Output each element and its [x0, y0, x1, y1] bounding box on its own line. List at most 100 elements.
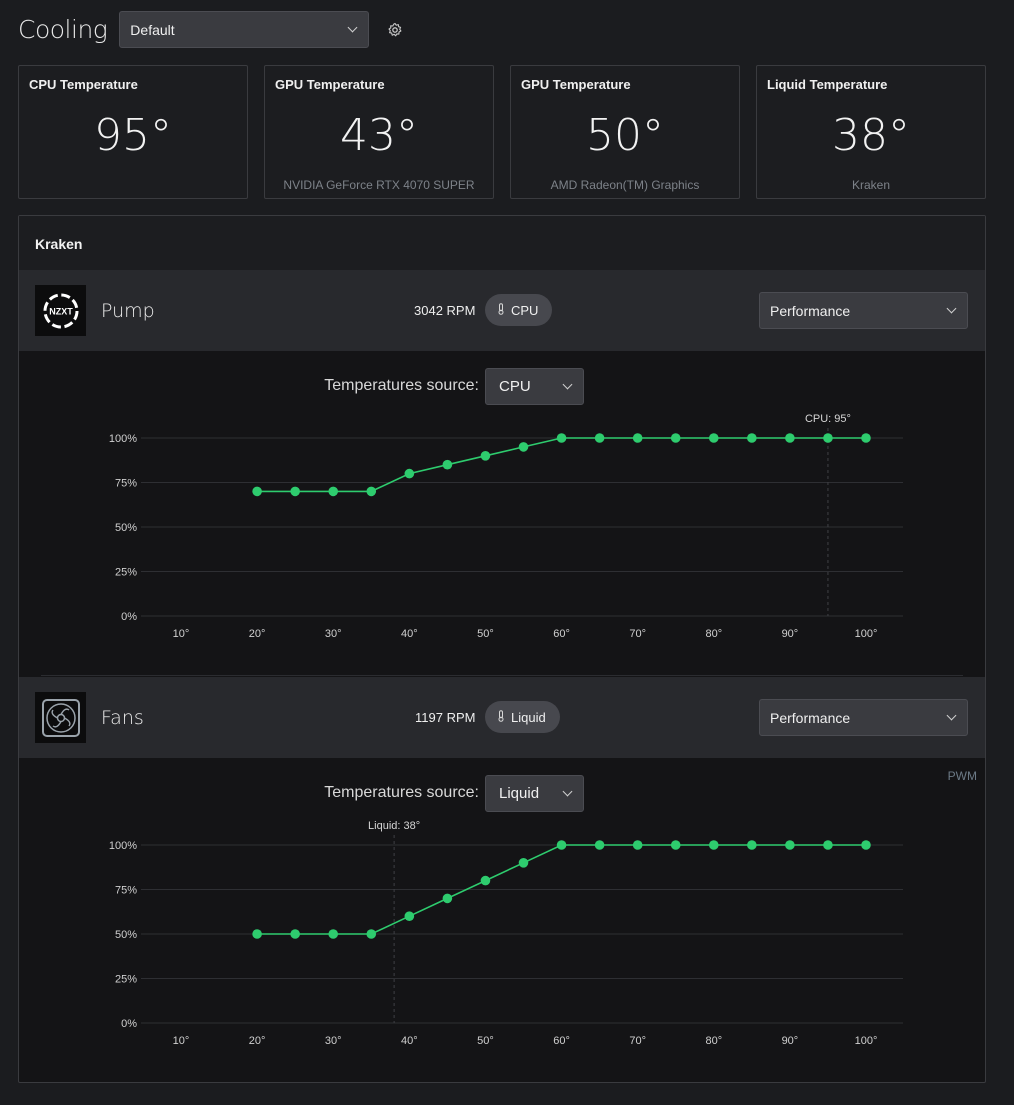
curve-point[interactable] [290, 486, 300, 497]
chevron-down-icon [347, 22, 358, 33]
curve-point[interactable] [632, 840, 643, 850]
curve-point[interactable] [861, 433, 871, 443]
card-value: 95° [94, 110, 172, 161]
mode-select-value: Performance [770, 302, 851, 319]
panel-title: Kraken [35, 236, 83, 252]
x-tick-label: 10° [173, 628, 190, 640]
x-tick-label: 70° [629, 628, 646, 640]
curve-line [257, 437, 866, 493]
card-title: GPU Temperature [275, 77, 385, 92]
page-header: Cooling Default [18, 11, 403, 48]
profile-select[interactable]: Default [119, 11, 370, 48]
temperature-card: GPU Temperature 50° AMD Radeon(TM) Graph… [510, 65, 740, 199]
fans-source-row: Temperatures source: Liquid [19, 775, 985, 812]
x-tick-label: 20° [249, 628, 266, 640]
x-tick-label: 70° [629, 1035, 646, 1047]
y-tick-label: 100% [109, 433, 137, 445]
curve-point[interactable] [708, 840, 719, 850]
divider [41, 675, 963, 676]
curve-point[interactable] [404, 911, 415, 921]
x-tick-label: 80° [705, 1035, 722, 1047]
curve-point[interactable] [328, 486, 339, 497]
card-subtitle: NVIDIA GeForce RTX 4070 SUPER [283, 178, 475, 192]
curve-point[interactable] [670, 433, 681, 443]
source-label: Temperatures source: [324, 377, 479, 394]
x-tick-label: 40° [401, 1035, 418, 1047]
source-select-value: Liquid [499, 785, 540, 802]
x-tick-label: 10° [173, 1035, 190, 1047]
x-tick-label: 90° [782, 628, 799, 640]
curve-point[interactable] [747, 840, 757, 850]
rpm-readout: 3042 RPM [414, 303, 476, 318]
pump-mode-select[interactable]: Performance [759, 292, 968, 329]
mode-select-value: Performance [770, 709, 851, 726]
curve-point[interactable] [556, 433, 567, 443]
thermometer-icon [497, 709, 505, 725]
fans-source-select[interactable]: Liquid [485, 775, 584, 812]
curve-point[interactable] [252, 929, 262, 939]
curve-point[interactable] [556, 840, 567, 850]
card-title: GPU Temperature [521, 77, 631, 92]
current-temp-label: Liquid: 38° [368, 820, 420, 832]
source-label: Temperatures source: [324, 784, 479, 801]
curve-point[interactable] [480, 875, 491, 886]
fans-curve-chart[interactable]: 100% 75% 50% 25% 0% 10° 20° 30° 40° 50° 60° 70° 80° 9… [19, 818, 986, 1058]
y-tick-label: 25% [115, 974, 137, 986]
x-tick-label: 30° [325, 628, 342, 640]
y-tick-label: 75% [115, 478, 137, 490]
pwm-label: PWM [947, 769, 977, 783]
svg-text:NZXT: NZXT [49, 306, 73, 316]
source-pill-label: Liquid [511, 709, 546, 725]
temperature-card: CPU Temperature 95° [18, 65, 248, 199]
x-tick-label: 90° [782, 1035, 799, 1047]
panel-header [19, 216, 985, 270]
chevron-down-icon [562, 786, 573, 797]
curve-point[interactable] [518, 442, 529, 452]
curve-point[interactable] [708, 433, 719, 443]
curve-point[interactable] [366, 929, 377, 939]
page-title: Cooling [18, 15, 108, 44]
card-value: 38° [832, 110, 910, 161]
card-title: CPU Temperature [29, 77, 138, 92]
y-tick-label: 0% [121, 611, 137, 623]
curve-point[interactable] [366, 486, 377, 497]
curve-point[interactable] [404, 468, 415, 479]
pump-source-row: Temperatures source: CPU [19, 368, 985, 405]
curve-point[interactable] [442, 893, 453, 904]
curve-point[interactable] [632, 433, 643, 443]
curve-point[interactable] [290, 929, 300, 939]
x-tick-label: 50° [477, 628, 494, 640]
rpm-readout: 1197 RPM [415, 710, 476, 725]
x-tick-label: 30° [325, 1035, 342, 1047]
curve-point[interactable] [328, 929, 339, 939]
curve-point[interactable] [785, 433, 795, 443]
gear-icon[interactable] [387, 22, 403, 38]
device-name: Fans [101, 707, 144, 729]
pump-source-select[interactable]: CPU [485, 368, 584, 405]
fan-icon [35, 692, 86, 743]
curve-point[interactable] [252, 486, 262, 497]
pump-curve-chart[interactable]: 100% 75% 50% 25% 0% 10° 20° 30° 40° 50° 60° 70° 80° 9… [19, 411, 986, 651]
curve-point[interactable] [480, 451, 491, 461]
curve-point[interactable] [823, 433, 833, 443]
curve-point[interactable] [861, 840, 871, 850]
source-pill[interactable]: CPU [485, 294, 553, 326]
curve-point[interactable] [823, 840, 833, 850]
curve-point[interactable] [594, 433, 605, 443]
y-tick-label: 50% [115, 929, 137, 941]
source-pill[interactable]: Liquid [485, 701, 560, 733]
chevron-down-icon [946, 710, 957, 721]
fans-row: Fans 1197 RPM Liquid Performance [19, 677, 985, 758]
profile-select-value: Default [130, 21, 175, 38]
curve-point[interactable] [670, 840, 681, 850]
fans-mode-select[interactable]: Performance [759, 699, 968, 736]
x-tick-label: 100° [855, 628, 878, 640]
card-value: 43° [340, 110, 418, 161]
curve-point[interactable] [594, 840, 605, 850]
curve-point[interactable] [747, 433, 757, 443]
curve-point[interactable] [442, 459, 453, 470]
y-tick-label: 100% [109, 840, 137, 852]
y-tick-label: 50% [115, 522, 137, 534]
curve-point[interactable] [518, 858, 529, 868]
curve-point[interactable] [785, 840, 795, 850]
